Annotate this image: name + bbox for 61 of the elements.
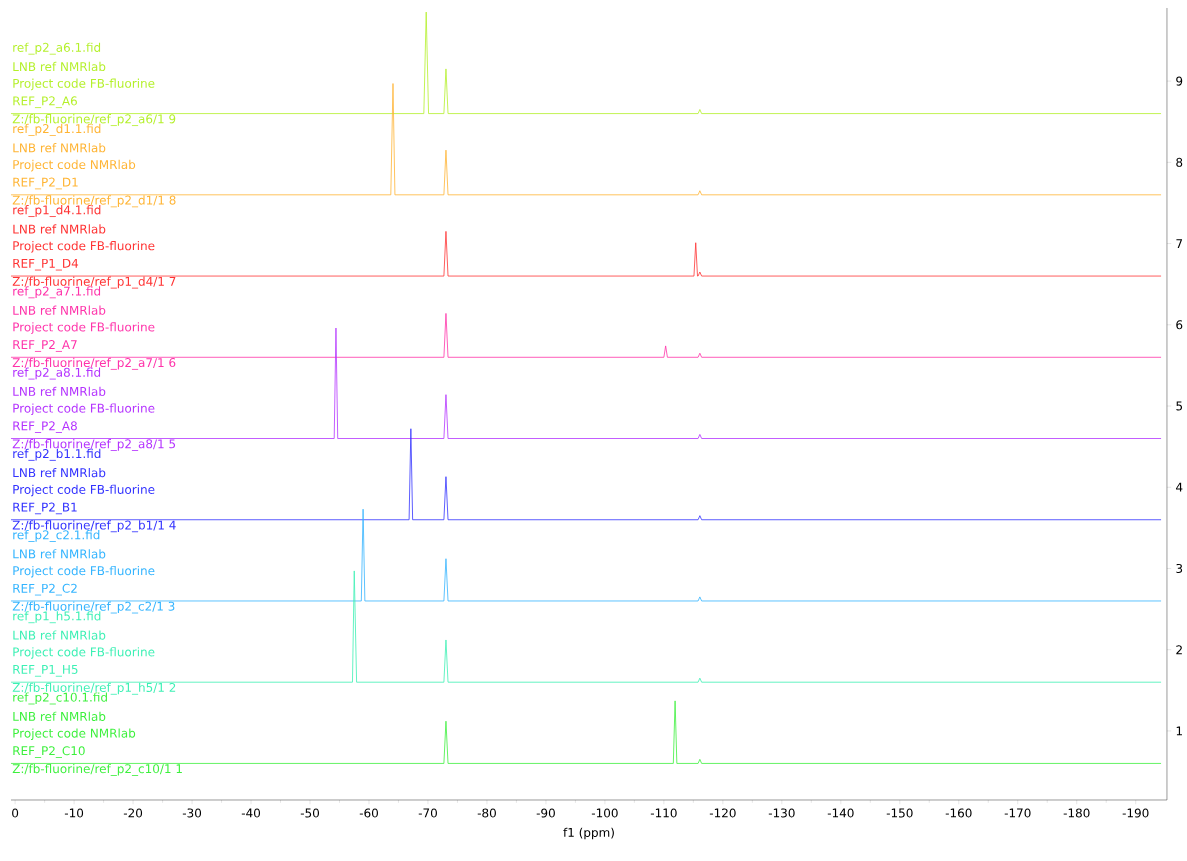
text: ref_p2_a6.1.fid [13,42,101,55]
annotation: REF_P2_A7 [13,340,77,352]
x-tick-label: -90 [536,808,555,818]
annotation: REF_P2_A8 [13,421,77,433]
annotation: Project code NMRlab [13,728,136,740]
x-tick-label: -50 [300,808,320,818]
annotation: Z:/fb-fluorine/ref_p2_c10/1 1 [12,763,182,776]
x-tick-label: -160 [945,808,972,818]
annotation: REF_P2_B1 [13,502,77,515]
annotation: REF_P1_D4 [13,258,79,271]
y-tick-label: 2 [1176,645,1182,655]
x-tick-label: -190 [1122,808,1149,818]
annotation: Project code NMRlab [13,159,136,172]
line-series [10,313,1162,358]
annotation: REF_P2_D1 [13,177,78,190]
line-series [10,11,1162,114]
annotation: LNB ref NMRlab [13,224,106,234]
annotation: LNB ref NMRlab [13,61,106,72]
y-tick-label: 9 [1176,76,1183,86]
annotation: Project code FB-fluorine [13,403,155,416]
x-axis-title: f1 (ppm) [563,827,614,840]
annotation: Project code FB-fluorine [13,565,155,578]
x-tick-label: -140 [827,808,854,818]
x-tick-label: -10 [64,808,84,818]
x-tick-label: -40 [241,808,261,818]
x-tick-label: -180 [1063,808,1090,818]
y-tick-label: 5 [1176,401,1183,411]
annotation: LNB ref NMRlab [13,549,106,559]
y-tick-label: 8 [1176,157,1183,167]
annotation: Project code FB-fluorine [13,241,155,253]
annotation: Project code FB-fluorine [13,484,155,497]
annotation: Project code FB-fluorine [13,322,155,334]
x-tick-label: -70 [418,808,437,818]
y-tick-label: 6 [1176,320,1183,330]
y-tick-label: 1 [1176,726,1182,736]
annotation: REF_P1_H5 [13,665,78,677]
annotation: Project code FB-fluorine [13,78,155,91]
y-tick-label: 7 [1176,239,1183,248]
annotation: LNB ref NMRlab [13,305,106,315]
y-tick-label: 4 [1176,482,1183,492]
annotation: REF_P2_C10 [13,746,85,758]
annotation: LNB ref NMRlab [13,630,106,640]
x-tick-label: -20 [123,808,143,818]
x-tick-label: -110 [650,808,677,818]
annotation: REF_P2_C2 [13,583,77,596]
x-tick-label: -30 [182,808,202,818]
annotation: REF_P2_A6 [13,96,77,109]
x-tick-label: -80 [477,808,496,818]
annotation: LNB ref NMRlab [13,711,106,721]
annotation: LNB ref NMRlab [13,143,106,153]
x-tick-label: -60 [359,808,378,818]
x-tick-label: -100 [591,808,618,818]
x-tick-label: -170 [1004,808,1031,818]
annotation: LNB ref NMRlab [13,467,106,478]
x-tick-label: -120 [709,808,736,818]
annotation: Project code FB-fluorine [13,647,155,659]
annotation: LNB ref NMRlab [13,386,106,397]
x-tick-label: -150 [886,808,913,818]
x-tick-label: 0 [12,808,19,818]
y-tick-label: 3 [1176,563,1183,574]
x-tick-label: -130 [768,808,795,818]
